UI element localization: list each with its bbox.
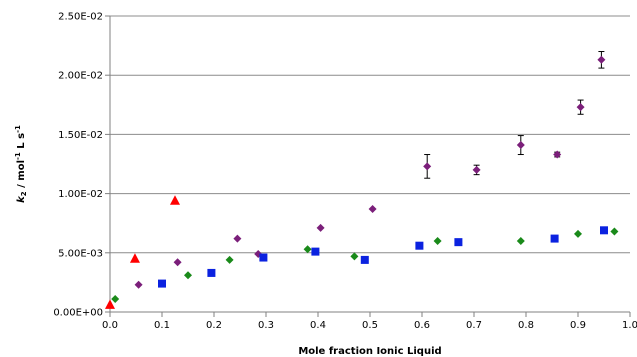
y-axis-title: k2 / mol-1 L s-1 (14, 125, 28, 203)
y-tick-label: 5.00E-03 (58, 248, 103, 259)
data-point-diamond (576, 103, 585, 112)
data-point-diamond (316, 223, 325, 232)
data-point-square (600, 226, 608, 235)
data-point-diamond (173, 258, 182, 267)
data-point-diamond (516, 236, 525, 245)
y-axis-title-k: k (16, 195, 27, 203)
y-tick-label: 0.00E+00 (53, 308, 103, 319)
x-tick-label: 0.7 (466, 320, 482, 331)
x-tick-label: 0.1 (154, 320, 170, 331)
data-point-diamond (254, 249, 263, 258)
data-point-triangle (105, 299, 115, 309)
data-point-triangle (129, 253, 140, 263)
data-series (105, 51, 619, 309)
data-point-square (311, 247, 320, 256)
series-2 (158, 226, 608, 288)
data-point-diamond (423, 162, 432, 171)
data-point-diamond (553, 150, 562, 159)
data-point-square (360, 255, 369, 264)
data-point-diamond (134, 280, 143, 289)
data-point-diamond (233, 234, 242, 243)
y-axis-title-superscript-1: -1 (14, 152, 22, 160)
data-point-diamond (516, 141, 525, 150)
data-point-square (207, 268, 216, 277)
data-point-diamond (574, 229, 582, 238)
x-tick-label: 0.0 (102, 320, 118, 331)
data-point-square (158, 279, 166, 288)
x-tick-label: 0.9 (570, 320, 586, 331)
x-tick-label: 0.3 (258, 320, 274, 331)
data-point-square (259, 253, 268, 262)
data-point-diamond (433, 236, 442, 245)
x-tick-label: 0.6 (414, 320, 430, 331)
data-point-diamond (184, 271, 192, 280)
data-point-square (415, 241, 424, 250)
series-0 (134, 51, 606, 289)
data-point-diamond (610, 227, 619, 236)
data-point-diamond (472, 165, 481, 174)
series-1 (111, 227, 619, 303)
y-axis-title-unit-a: / mol (16, 160, 27, 191)
data-point-diamond (350, 252, 359, 261)
y-axis-title-unit-b: L s (16, 133, 27, 152)
y-tick-label: 1.50E-02 (58, 130, 103, 141)
x-tick-label: 0.5 (362, 320, 378, 331)
x-axis-title: Mole fraction Ionic Liquid (298, 346, 441, 357)
x-tick-label: 1.0 (622, 320, 637, 331)
data-point-diamond (597, 55, 606, 64)
data-point-diamond (111, 294, 120, 303)
grid-lines (110, 15, 630, 254)
x-tick-label: 0.4 (310, 320, 326, 331)
data-point-square (550, 234, 559, 243)
series-3 (105, 195, 180, 309)
y-tick-label: 2.50E-02 (58, 12, 103, 23)
y-axis-title-superscript-2: -1 (14, 125, 22, 133)
y-tick-label: 2.00E-02 (58, 71, 103, 82)
data-point-diamond (225, 255, 234, 264)
x-tick-label: 0.8 (518, 320, 534, 331)
data-point-diamond (368, 204, 377, 213)
x-tick-label: 0.2 (206, 320, 222, 331)
data-point-square (454, 238, 463, 247)
data-point-triangle (170, 195, 180, 205)
y-axis-title-subscript: 2 (20, 191, 28, 196)
y-tick-label: 1.00E-02 (58, 189, 103, 200)
data-point-diamond (303, 245, 312, 254)
axis-ticks: 0.00E+00 5.00E-03 1.00E-02 1.50E-02 2.00E-02… (53, 12, 637, 332)
